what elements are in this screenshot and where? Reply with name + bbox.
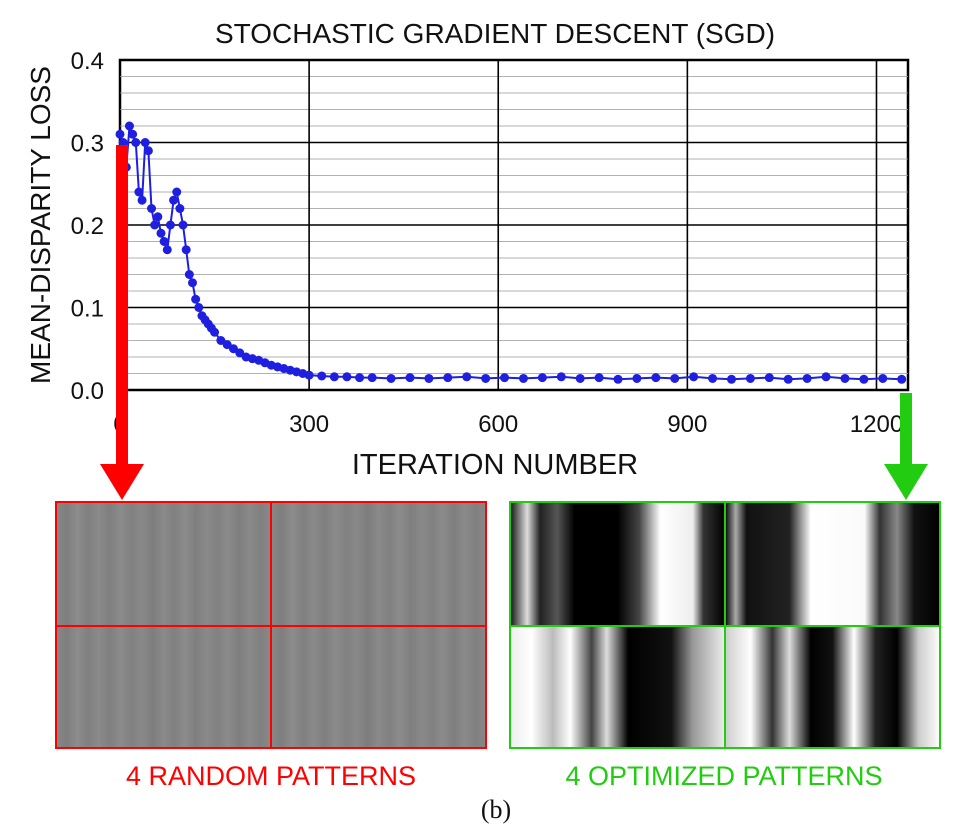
data-point (367, 373, 377, 383)
data-point (518, 373, 528, 383)
data-point (594, 373, 604, 383)
plot-area (115, 58, 910, 392)
data-point (150, 220, 160, 230)
data-point (386, 373, 396, 383)
data-point (156, 228, 166, 238)
x-tick-label: 600 (478, 411, 518, 438)
y-tick-labels: 0.0 0.1 0.2 0.3 0.4 (71, 48, 104, 405)
random-pattern-3 (56, 626, 271, 748)
data-point (878, 373, 888, 383)
optimized-pattern-1 (510, 502, 725, 626)
random-pattern-2 (271, 502, 486, 626)
data-point (169, 195, 179, 205)
data-point (556, 372, 566, 382)
data-point (689, 372, 699, 382)
y-tick-label: 0.1 (71, 296, 104, 323)
data-point (172, 187, 182, 197)
y-tick-label: 0.2 (71, 213, 104, 240)
data-point (137, 195, 147, 205)
x-axis-label: ITERATION NUMBER (352, 449, 638, 481)
data-point (181, 245, 191, 255)
data-point (481, 373, 491, 383)
data-point (118, 138, 128, 147)
data-point (821, 372, 831, 382)
data-point (131, 138, 141, 147)
data-point (175, 204, 185, 213)
data-point (708, 373, 718, 383)
data-point (859, 374, 869, 384)
x-tick-label: 300 (289, 411, 329, 438)
data-point (405, 373, 415, 383)
data-point (187, 278, 197, 288)
data-point (613, 374, 623, 384)
data-point (840, 373, 850, 383)
y-tick-label: 0.0 (71, 378, 104, 405)
random-patterns-panel (55, 501, 487, 749)
data-point (191, 294, 201, 304)
data-point (424, 373, 434, 383)
optimized-patterns-panel (509, 501, 941, 749)
data-point (143, 146, 153, 156)
chart-title: STOCHASTIC GRADIENT DESCENT (SGD) (215, 18, 775, 49)
data-point (184, 270, 194, 279)
data-point (329, 372, 339, 382)
random-pattern-1 (56, 502, 271, 626)
data-point (802, 373, 812, 383)
random-arrow-head (100, 464, 144, 500)
y-axis-label: MEAN-DISPARITY LOSS (25, 66, 56, 384)
data-point (194, 303, 204, 312)
data-point (153, 212, 163, 222)
data-point (128, 129, 138, 139)
y-tick-label: 0.3 (71, 131, 104, 158)
data-point (537, 373, 547, 383)
data-point (462, 372, 472, 382)
data-point (134, 187, 144, 197)
data-point (115, 129, 125, 139)
x-tick-labels: 03006009001200 (113, 411, 903, 438)
data-point (443, 373, 453, 383)
pattern-arrows (100, 145, 928, 500)
data-point (355, 373, 365, 383)
data-point (304, 370, 314, 380)
random-patterns-label: 4 RANDOM PATTERNS (126, 761, 416, 791)
data-point (783, 374, 793, 384)
data-point (147, 204, 157, 213)
optimized-pattern-3 (510, 626, 725, 748)
optimized-patterns-label: 4 OPTIMIZED PATTERNS (565, 761, 882, 791)
data-point (140, 138, 150, 147)
minor-gridlines (120, 76, 908, 374)
data-point (726, 374, 736, 384)
data-point (670, 373, 680, 383)
data-point (210, 327, 220, 337)
x-tick-label: 900 (667, 411, 707, 438)
data-point (745, 373, 755, 383)
random-pattern-4 (271, 626, 486, 748)
series-points (115, 121, 907, 384)
data-point (897, 374, 907, 384)
x-tick-label: 1200 (850, 411, 903, 438)
data-point (575, 373, 585, 383)
optimized-pattern-4 (725, 626, 940, 748)
data-point (632, 373, 642, 383)
data-point (317, 371, 327, 381)
figure-caption: (b) (481, 795, 511, 824)
data-point (764, 373, 774, 383)
data-point (159, 237, 169, 246)
data-point (178, 220, 188, 230)
y-tick-label: 0.4 (71, 48, 104, 75)
data-point (651, 373, 661, 383)
data-point (162, 245, 172, 255)
data-point (500, 373, 510, 383)
major-gridlines (120, 60, 908, 390)
optimized-arrow-head (884, 464, 928, 500)
data-point (165, 220, 175, 230)
data-point (342, 372, 352, 382)
data-point (124, 121, 134, 131)
optimized-pattern-2 (725, 502, 940, 626)
